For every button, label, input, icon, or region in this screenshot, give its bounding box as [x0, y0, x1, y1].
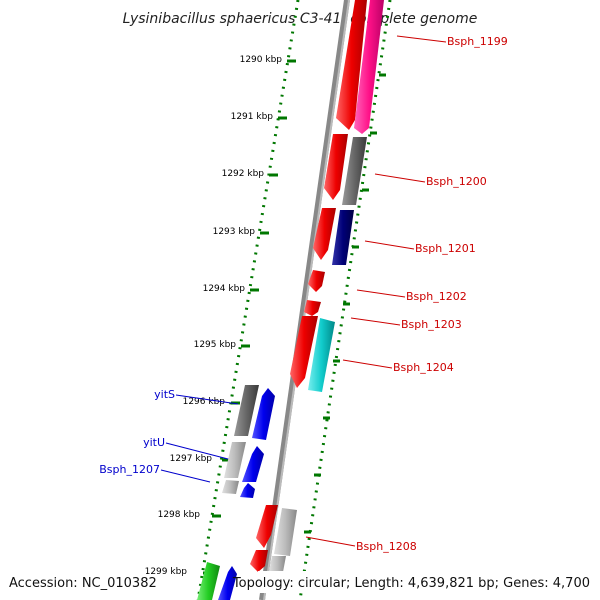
map-title: Lysinibacillus sphaericus C3-41, complet…	[123, 11, 478, 27]
tick-mark: 1293 kbp	[213, 227, 269, 237]
gene-blue-bottom[interactable]	[218, 566, 237, 600]
tick-label: 1290 kbp	[240, 55, 283, 65]
gene-label-group-left: yitS yitU Bsph_1207	[99, 388, 239, 483]
gene-label[interactable]: Bsph_1204	[393, 361, 454, 374]
footer-summary: Topology: circular; Length: 4,639,821 bp…	[232, 576, 590, 591]
gene-label-group-right: Bsph_1199 Bsph_1200 Bsph_1201 Bsph_1202 …	[305, 35, 508, 553]
tick-mark: 1298 kbp	[158, 510, 221, 520]
gene-bsph-1199-strand2[interactable]	[354, 0, 384, 134]
footer-accession: Accession: NC_010382	[9, 576, 157, 591]
tick-label: 1299 kbp	[145, 567, 188, 577]
tick-label: 1295 kbp	[194, 340, 237, 350]
tick-mark: 1291 kbp	[231, 112, 287, 122]
tick-mark: 1294 kbp	[203, 284, 259, 294]
gene-label[interactable]: Bsph_1199	[447, 35, 508, 48]
gene-bsph-1202[interactable]	[308, 270, 325, 292]
gene-bsph-1207-strand1[interactable]	[222, 480, 239, 494]
gene-bsph-1201-strand1[interactable]	[313, 208, 336, 260]
tick-mark: 1292 kbp	[222, 169, 278, 179]
gene-bsph-1200-strand2[interactable]	[342, 137, 367, 205]
gene-label[interactable]: yitS	[154, 388, 175, 401]
tick-mark: 1290 kbp	[240, 55, 296, 65]
gene-label[interactable]: Bsph_1200	[426, 175, 487, 188]
guide-line-left	[196, 0, 300, 600]
gene-label[interactable]: Bsph_1203	[401, 318, 462, 331]
genome-backbone	[259, 0, 350, 600]
tick-label: 1297 kbp	[170, 454, 213, 464]
tick-label: 1294 kbp	[203, 284, 246, 294]
footer-summary-bg	[258, 571, 594, 593]
tick-mark: 1295 kbp	[194, 340, 250, 350]
tick-label: 1293 kbp	[213, 227, 256, 237]
gene-bsph-1209-strand2[interactable]	[269, 556, 286, 572]
gene-yitu-strand1[interactable]	[224, 442, 246, 478]
gene-bsph-1204-strand1[interactable]	[290, 316, 318, 388]
tick-label: 1298 kbp	[158, 510, 201, 520]
gene-bsph-1200-strand1[interactable]	[324, 134, 348, 200]
footer-accession-bg	[6, 571, 146, 593]
tick-group: 1290 kbp 1291 kbp 1292 kbp 1293 kbp 1294…	[145, 55, 296, 577]
gene-bsph-1209-strand1[interactable]	[250, 550, 268, 572]
gene-bsph-1201-strand2[interactable]	[332, 210, 354, 265]
gene-yits-strand1[interactable]	[234, 385, 259, 436]
gene-bsph-1203[interactable]	[304, 300, 321, 316]
gene-bsph-1204-strand2[interactable]	[308, 318, 335, 392]
gene-bsph-1208-strand2[interactable]	[274, 508, 297, 556]
tick-mark: 1296 kbp	[183, 397, 240, 407]
gene-yitu-strand2[interactable]	[242, 446, 264, 482]
gene-yits-strand2[interactable]	[252, 388, 275, 440]
gene-label[interactable]: Bsph_1207	[99, 463, 160, 476]
gene-bsph-1199-strand1[interactable]	[336, 0, 367, 130]
gene-label[interactable]: yitU	[143, 436, 165, 449]
tick-label: 1292 kbp	[222, 169, 265, 179]
gene-label[interactable]: Bsph_1202	[406, 290, 467, 303]
gene-green-bottom[interactable]	[197, 562, 220, 600]
tick-label: 1291 kbp	[231, 112, 274, 122]
gene-label[interactable]: Bsph_1201	[415, 242, 476, 255]
gene-label[interactable]: Bsph_1208	[356, 540, 417, 553]
tick-label: 1296 kbp	[183, 397, 226, 407]
gene-bsph-1207-strand2[interactable]	[240, 483, 255, 498]
guide-line-right	[298, 0, 392, 600]
gene-bsph-1208-strand1[interactable]	[256, 505, 278, 548]
